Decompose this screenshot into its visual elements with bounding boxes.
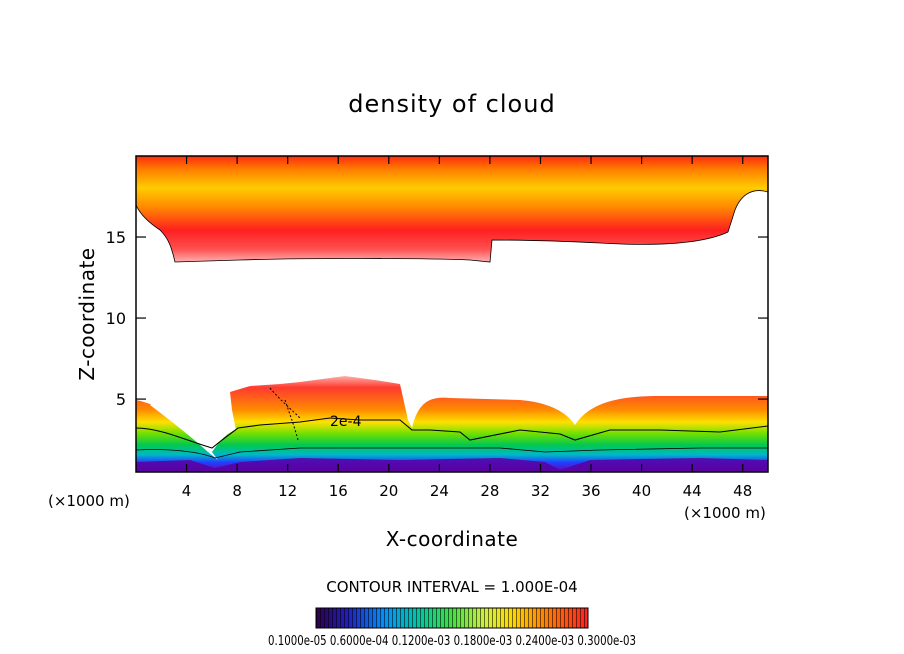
x-tick-label: 36 (581, 482, 600, 500)
upper-cloud-edge (136, 190, 768, 263)
x-tick-label: 24 (430, 482, 449, 500)
x-tick-label: 44 (683, 482, 702, 500)
x-tick-label: 16 (329, 482, 348, 500)
contour-label: 2e-4 (330, 414, 362, 430)
y-tick-label: 15 (106, 228, 126, 247)
colorbar-labels: 0.1000e-05 0.6000e-04 0.1200e-03 0.1800e… (268, 634, 636, 649)
x-unit-left: (×1000 m) (48, 492, 130, 510)
contour-interval: CONTOUR INTERVAL = 1.000E-04 (326, 578, 577, 596)
plot-area (136, 156, 768, 472)
contour-line-dotted (269, 387, 301, 441)
y-axis-label: Z-coordinate (75, 247, 99, 380)
x-tick-label: 20 (379, 482, 398, 500)
y-tick-label: 10 (106, 309, 126, 328)
contour-line-main (136, 417, 768, 449)
contour-line-lower (136, 447, 768, 459)
x-tick-label: 40 (632, 482, 651, 500)
x-tick-label: 28 (480, 482, 499, 500)
x-tick-label: 48 (733, 482, 752, 500)
x-tick-label: 4 (182, 482, 192, 500)
colorbar-stripes (316, 608, 588, 628)
x-tick-label: 8 (232, 482, 242, 500)
lower-cloud-layer (136, 376, 768, 472)
x-axis-label: X-coordinate (386, 527, 519, 551)
ground-fringe (136, 458, 768, 472)
x-unit-right: (×1000 m) (684, 504, 766, 522)
clear-wedge (150, 403, 218, 460)
chart-title: density of cloud (348, 90, 555, 118)
x-tick-label: 12 (278, 482, 297, 500)
y-axis: 5 10 15 (106, 228, 768, 409)
plot-frame (135, 155, 769, 473)
x-tick-label: 32 (531, 482, 550, 500)
x-axis: 4 8 12 16 20 24 28 32 36 40 44 48 (182, 156, 752, 500)
colorbar-frame (315, 607, 589, 629)
y-tick-label: 5 (116, 390, 126, 409)
upper-cloud-layer (136, 156, 768, 262)
